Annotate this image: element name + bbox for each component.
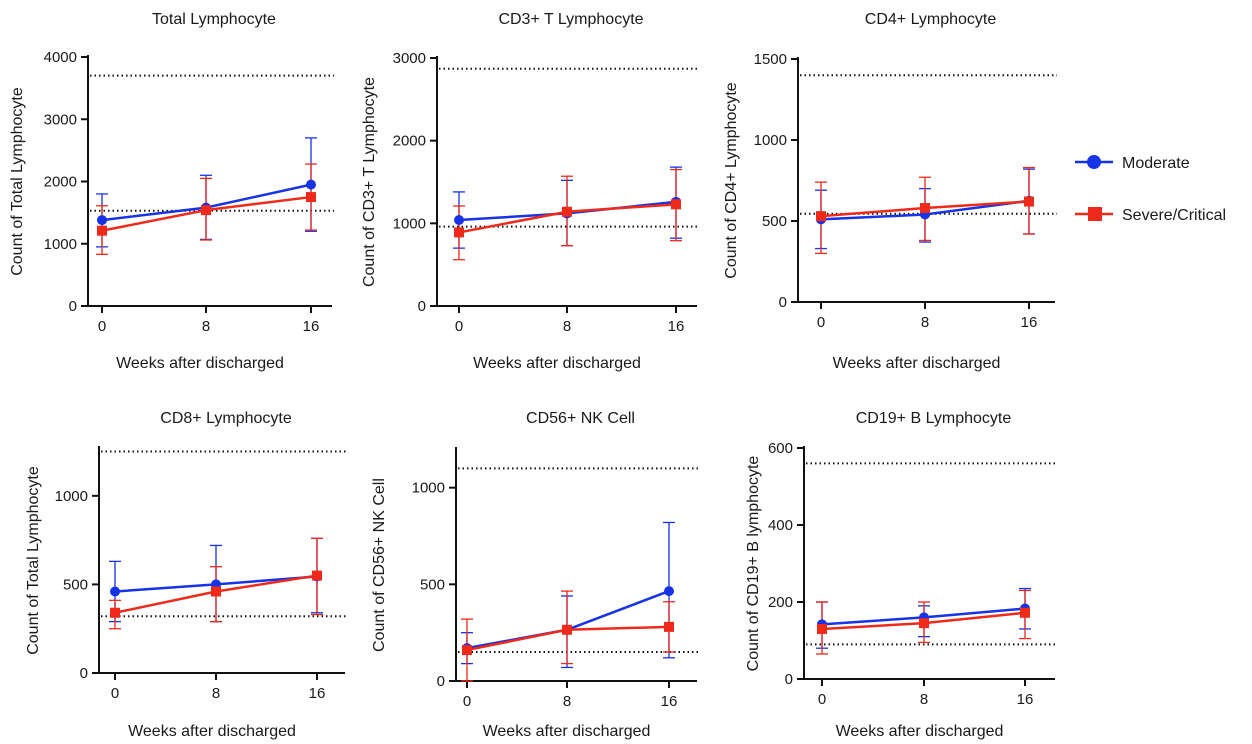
y-axis-label: Count of CD4+ Lymphocyte xyxy=(723,82,740,279)
x-axis-label: Weeks after discharged xyxy=(116,355,284,372)
chart-panel-3: CD4+ Lymphocyte 0 500 1000 1500 0 8 16 Weeks aft… xyxy=(723,11,1057,372)
y-tick-label: 500 xyxy=(762,213,787,230)
legend-label: Moderate xyxy=(1122,155,1190,172)
y-tick-label: 0 xyxy=(785,671,793,688)
data-point xyxy=(454,215,464,226)
data-point xyxy=(201,205,211,216)
data-point xyxy=(110,607,120,618)
data-point xyxy=(920,203,930,214)
data-point xyxy=(312,570,322,581)
legend-item-severe-critical: Severe/Critical xyxy=(1075,207,1226,224)
data-point xyxy=(211,586,221,597)
data-point xyxy=(562,624,572,635)
y-tick-label: 500 xyxy=(63,576,88,593)
y-tick-label: 1000 xyxy=(412,480,445,497)
data-point xyxy=(454,227,464,238)
y-tick-label: 1500 xyxy=(754,51,787,68)
panel-title: CD4+ Lymphocyte xyxy=(865,11,997,28)
x-tick-label: 8 xyxy=(563,318,571,335)
chart-panel-5: CD56+ NK Cell 0 500 1000 0 8 16 Weeks after dis… xyxy=(371,410,699,740)
data-point xyxy=(1024,196,1034,207)
x-tick-label: 16 xyxy=(309,685,326,702)
data-point xyxy=(664,621,674,632)
data-point xyxy=(306,192,316,203)
x-tick-label: 8 xyxy=(920,691,928,708)
data-point xyxy=(919,618,929,629)
chart-panel-6: CD19+ B Lymphocyte 0 200 400 600 0 8 16 Weeks af… xyxy=(745,410,1057,740)
x-tick-label: 16 xyxy=(1017,691,1034,708)
x-axis-label: Weeks after discharged xyxy=(833,355,1001,372)
x-tick-label: 8 xyxy=(212,685,220,702)
y-tick-label: 400 xyxy=(768,517,793,534)
y-tick-label: 1000 xyxy=(44,236,77,253)
legend-marker xyxy=(1088,207,1102,221)
data-point xyxy=(664,586,674,597)
legend-label: Severe/Critical xyxy=(1122,207,1226,224)
y-tick-label: 500 xyxy=(420,576,445,593)
chart-panel-2: CD3+ T Lymphocyte 0 1000 2000 3000 0 8 16 Weeks … xyxy=(361,11,699,372)
data-point xyxy=(110,586,120,597)
y-tick-label: 2000 xyxy=(393,133,426,150)
panel-title: CD3+ T Lymphocyte xyxy=(498,11,643,28)
chart-panel-1: Total Lymphocyte 0 1000 2000 3000 4000 0 8 16 Wee… xyxy=(9,11,334,372)
y-tick-label: 1000 xyxy=(55,488,88,505)
panel-title: Total Lymphocyte xyxy=(152,11,276,28)
x-tick-label: 16 xyxy=(668,318,685,335)
legend: Moderate Severe/Critical xyxy=(1075,155,1226,224)
x-axis-label: Weeks after discharged xyxy=(128,723,296,740)
x-tick-label: 16 xyxy=(1021,314,1038,331)
data-point xyxy=(817,623,827,634)
y-tick-label: 2000 xyxy=(44,174,77,191)
data-point xyxy=(97,215,107,226)
legend-item-moderate: Moderate xyxy=(1075,155,1190,172)
y-tick-label: 4000 xyxy=(44,49,77,66)
y-tick-label: 0 xyxy=(779,294,787,311)
y-tick-label: 0 xyxy=(69,298,77,315)
x-axis-label: Weeks after discharged xyxy=(483,723,651,740)
data-point xyxy=(462,645,472,656)
y-tick-label: 3000 xyxy=(393,50,426,67)
data-point xyxy=(816,211,826,222)
y-tick-label: 200 xyxy=(768,594,793,611)
x-tick-label: 0 xyxy=(111,685,119,702)
series-line xyxy=(466,589,670,650)
x-tick-label: 0 xyxy=(817,314,825,331)
x-tick-label: 8 xyxy=(202,318,210,335)
panel-title: CD8+ Lymphocyte xyxy=(160,410,292,427)
x-tick-label: 0 xyxy=(463,693,471,710)
data-point xyxy=(671,199,681,210)
data-point xyxy=(97,225,107,236)
x-tick-label: 0 xyxy=(818,691,826,708)
y-axis-label: Count of CD3+ T Lymphocyte xyxy=(361,77,378,287)
x-tick-label: 0 xyxy=(455,318,463,335)
y-axis-label: Count of CD56+ NK Cell xyxy=(371,478,388,652)
y-tick-label: 0 xyxy=(437,673,445,690)
y-tick-label: 1000 xyxy=(754,132,787,149)
y-axis-label: Count of CD19+ B lymphocyte xyxy=(745,456,762,672)
data-point xyxy=(562,206,572,217)
chart-panel-4: CD8+ Lymphocyte 0 500 1000 0 8 16 Weeks after d… xyxy=(25,410,347,740)
x-tick-label: 8 xyxy=(563,693,571,710)
y-tick-label: 0 xyxy=(418,298,426,315)
legend-marker xyxy=(1087,155,1101,169)
panel-title: CD56+ NK Cell xyxy=(526,410,635,427)
panel-title: CD19+ B Lymphocyte xyxy=(856,410,1012,427)
y-tick-label: 0 xyxy=(80,665,88,682)
x-tick-label: 8 xyxy=(921,314,929,331)
y-axis-label: Count of Total Lymphocyte xyxy=(25,466,42,655)
y-tick-label: 1000 xyxy=(393,215,426,232)
y-axis-label: Count of Total Lymphocyte xyxy=(9,87,26,276)
x-tick-label: 0 xyxy=(98,318,106,335)
data-point xyxy=(306,179,316,190)
x-axis-label: Weeks after discharged xyxy=(473,355,641,372)
x-axis-label: Weeks after discharged xyxy=(836,723,1004,740)
data-point xyxy=(1020,607,1030,618)
y-tick-label: 3000 xyxy=(44,111,77,128)
y-tick-label: 600 xyxy=(768,440,793,457)
x-tick-label: 16 xyxy=(303,318,320,335)
x-tick-label: 16 xyxy=(661,693,678,710)
